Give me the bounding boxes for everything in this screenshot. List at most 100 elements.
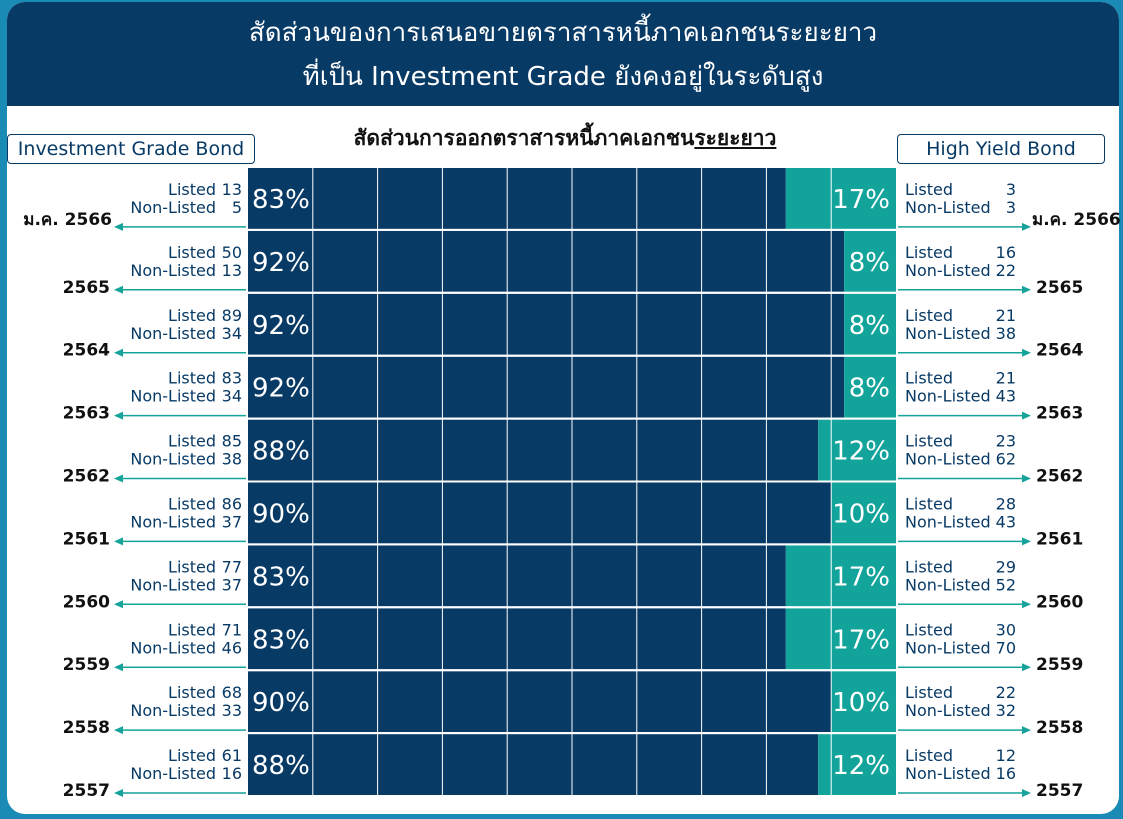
left-nonlisted-value: 38 — [222, 450, 242, 469]
high-yield-pct-label: 10% — [832, 500, 890, 530]
left-year-label: 2562 — [63, 467, 110, 487]
right-listed-label: Listed — [905, 306, 953, 325]
right-year-label: 2565 — [1036, 278, 1083, 298]
investment-grade-bar — [248, 482, 832, 544]
investment-grade-pct-label: 92% — [252, 311, 310, 341]
right-listed-value: 22 — [996, 683, 1016, 702]
investment-grade-bar — [248, 230, 845, 292]
right-listed-label: Listed — [905, 180, 953, 199]
investment-grade-bar — [248, 734, 819, 795]
right-arrow-head — [1022, 726, 1031, 735]
right-nonlisted-label: Non-Listed — [905, 764, 991, 783]
right-nonlisted-label: Non-Listed — [905, 324, 991, 343]
left-nonlisted-value: 46 — [222, 638, 242, 657]
left-year-label: 2563 — [63, 404, 110, 424]
left-arrow-head — [114, 222, 123, 231]
right-listed-value: 28 — [996, 495, 1016, 514]
right-nonlisted-label: Non-Listed — [905, 450, 991, 469]
investment-grade-pct-label: 92% — [252, 374, 310, 404]
right-arrow-head — [1022, 663, 1031, 672]
left-arrow-head — [114, 411, 123, 420]
left-listed-label: Listed — [168, 243, 216, 262]
left-listed-label: Listed — [168, 557, 216, 576]
high-yield-pct-label: 12% — [832, 751, 890, 781]
left-nonlisted-label: Non-Listed — [130, 324, 216, 343]
right-year-label: 2562 — [1036, 467, 1083, 487]
left-listed-value: 71 — [222, 620, 242, 639]
right-listed-label: Listed — [905, 495, 953, 514]
right-nonlisted-label: Non-Listed — [905, 387, 991, 406]
right-arrow-head — [1022, 600, 1031, 609]
right-year-label: ม.ค. 2566 — [1032, 210, 1121, 230]
left-year-label: 2564 — [63, 341, 110, 361]
left-listed-value: 68 — [222, 683, 242, 702]
right-nonlisted-label: Non-Listed — [905, 575, 991, 594]
legend-investment-grade: Investment Grade Bond — [7, 134, 255, 164]
right-listed-label: Listed — [905, 243, 953, 262]
right-nonlisted-value: 43 — [996, 387, 1016, 406]
investment-grade-bar — [248, 545, 786, 607]
investment-grade-bar — [248, 356, 845, 418]
left-arrow-head — [114, 789, 123, 797]
legend-high-yield: High Yield Bond — [897, 134, 1105, 164]
left-arrow-head — [114, 285, 123, 294]
right-nonlisted-label: Non-Listed — [905, 198, 991, 217]
left-nonlisted-value: 34 — [222, 324, 242, 343]
left-nonlisted-label: Non-Listed — [130, 450, 216, 469]
investment-grade-pct-label: 90% — [252, 688, 310, 718]
left-nonlisted-label: Non-Listed — [130, 764, 216, 783]
investment-grade-pct-label: 83% — [252, 562, 310, 592]
left-listed-value: 85 — [222, 432, 242, 451]
left-nonlisted-label: Non-Listed — [130, 513, 216, 532]
right-listed-value: 30 — [996, 620, 1016, 639]
chart-title: สัดส่วนการออกตราสารหนี้ภาคเอกชนระยะยาว — [240, 124, 890, 152]
right-arrow-head — [1022, 789, 1031, 797]
investment-grade-pct-label: 83% — [252, 625, 310, 655]
right-nonlisted-label: Non-Listed — [905, 701, 991, 720]
right-arrow-head — [1022, 348, 1031, 357]
right-year-label: 2563 — [1036, 404, 1083, 424]
left-listed-label: Listed — [168, 746, 216, 765]
left-year-label: 2559 — [63, 655, 110, 675]
investment-grade-bar — [248, 671, 832, 733]
right-listed-label: Listed — [905, 620, 953, 639]
high-yield-bar — [844, 230, 896, 292]
high-yield-pct-label: 17% — [832, 562, 890, 592]
right-nonlisted-value: 38 — [996, 324, 1016, 343]
investment-grade-pct-label: 88% — [252, 751, 310, 781]
high-yield-bar — [844, 293, 896, 355]
investment-grade-bar — [248, 168, 786, 229]
right-listed-value: 21 — [996, 369, 1016, 388]
high-yield-pct-label: 12% — [832, 437, 890, 467]
high-yield-bar — [844, 356, 896, 418]
right-year-label: 2560 — [1036, 592, 1083, 612]
right-listed-value: 3 — [1006, 180, 1016, 199]
investment-grade-pct-label: 92% — [252, 248, 310, 278]
left-nonlisted-label: Non-Listed — [130, 198, 216, 217]
investment-grade-bar — [248, 293, 845, 355]
left-year-label: 2557 — [63, 781, 110, 801]
right-listed-label: Listed — [905, 746, 953, 765]
right-year-label: 2557 — [1036, 781, 1083, 801]
high-yield-pct-label: 8% — [849, 374, 890, 404]
left-listed-value: 50 — [222, 243, 242, 262]
high-yield-pct-label: 8% — [849, 248, 890, 278]
investment-grade-pct-label: 88% — [252, 437, 310, 467]
left-listed-value: 61 — [222, 746, 242, 765]
right-listed-label: Listed — [905, 432, 953, 451]
left-nonlisted-label: Non-Listed — [130, 638, 216, 657]
left-arrow-head — [114, 348, 123, 357]
left-nonlisted-label: Non-Listed — [130, 261, 216, 280]
left-year-label: ม.ค. 2566 — [23, 210, 112, 230]
right-arrow-head — [1022, 411, 1031, 420]
right-listed-label: Listed — [905, 369, 953, 388]
right-year-label: 2561 — [1036, 529, 1083, 549]
left-nonlisted-value: 34 — [222, 387, 242, 406]
left-nonlisted-value: 5 — [232, 198, 242, 217]
left-listed-label: Listed — [168, 306, 216, 325]
investment-grade-bar — [248, 608, 786, 670]
right-nonlisted-value: 43 — [996, 513, 1016, 532]
left-year-label: 2560 — [63, 592, 110, 612]
chart-title-prefix: สัดส่วนการออกตราสารหนี้ภาคเอกชน — [353, 126, 695, 150]
